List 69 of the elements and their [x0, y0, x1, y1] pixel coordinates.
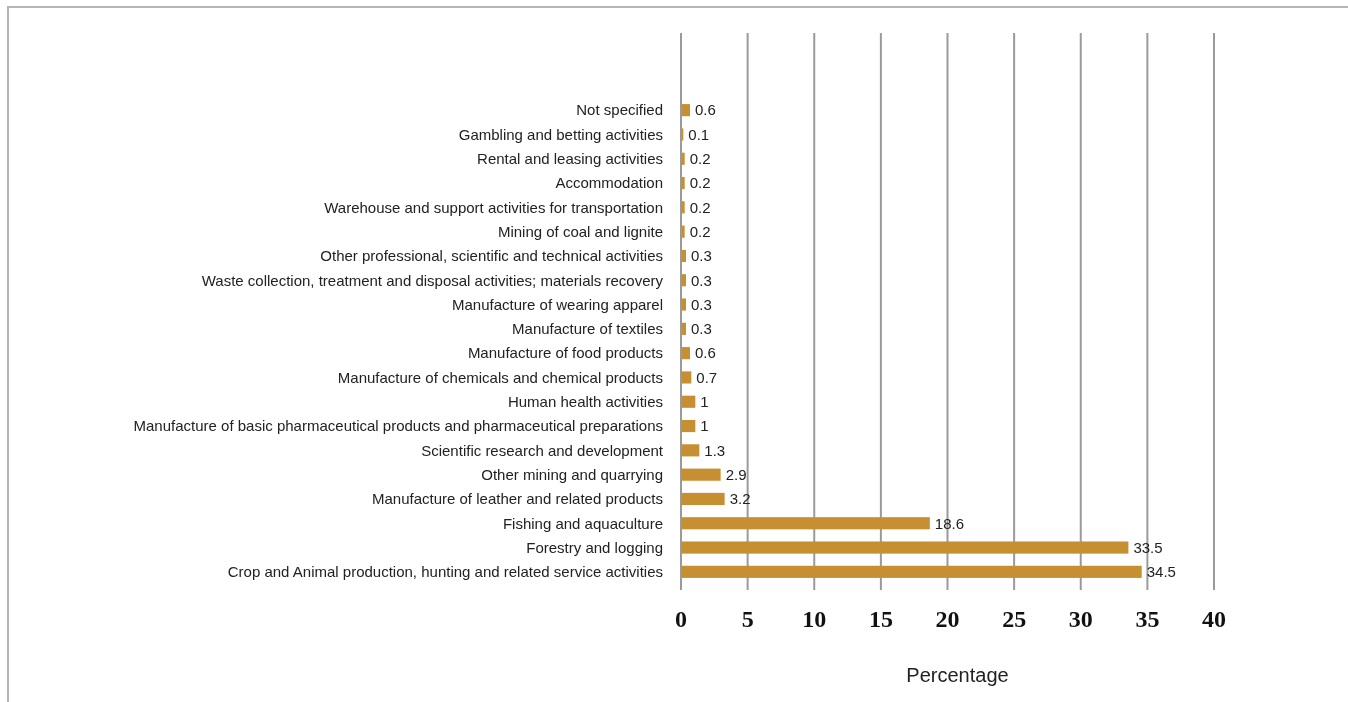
data-label: 3.2: [729, 490, 751, 508]
bar: [682, 201, 685, 214]
bar: [682, 152, 685, 165]
bar: [682, 565, 1142, 578]
y-tick-label: Gambling and betting activities: [458, 125, 663, 143]
bar: [682, 541, 1129, 554]
x-tick-label: 5: [741, 606, 754, 632]
x-tick-label: 35: [1135, 606, 1160, 632]
y-tick-label: Manufacture of chemicals and chemical products: [337, 368, 663, 386]
bar: [682, 347, 690, 360]
data-label: 1.3: [704, 441, 726, 459]
bar: [682, 517, 930, 530]
data-label: 18.6: [934, 514, 965, 532]
x-tick-label: 10: [802, 606, 827, 632]
y-tick-label: Waste collection, treatment and disposal activities; materials recovery: [201, 271, 664, 289]
data-label: 0.3: [691, 271, 712, 289]
data-label: 0.2: [689, 150, 711, 167]
data-label: 1: [700, 417, 709, 435]
data-label: 0.2: [689, 222, 711, 240]
bar: [682, 419, 696, 433]
y-tick-label: Other mining and quarrying: [481, 465, 663, 483]
y-tick-label: Manufacture of wearing apparel: [452, 295, 663, 313]
x-tick-label: 30: [1068, 606, 1093, 632]
bar: [682, 249, 686, 263]
data-label: 0.6: [694, 344, 716, 362]
y-tick-label: Manufacture of leather and related products: [371, 490, 663, 508]
bar: [682, 371, 692, 384]
data-label: 34.5: [1146, 563, 1176, 581]
data-label: 1: [700, 393, 709, 410]
x-axis-title: Percentage: [906, 664, 1009, 686]
y-tick-label: Manufacture of basic pharmaceutical products and pharmaceutical preparations: [133, 417, 663, 435]
bar: [682, 395, 696, 408]
data-label: 33.5: [1133, 538, 1163, 556]
y-tick-label: Forestry and logging: [526, 538, 663, 556]
data-label: 0.3: [691, 247, 712, 265]
bar: [682, 444, 700, 457]
data-label: 0.2: [689, 174, 711, 192]
y-tick-label: Not specified: [576, 101, 663, 119]
data-label: 0.6: [694, 101, 716, 119]
y-tick-label: Human health activities: [507, 393, 663, 410]
bar: [682, 225, 685, 238]
x-tick-label: 0: [675, 606, 687, 632]
bar: [682, 468, 721, 481]
data-label: 2.9: [725, 465, 747, 483]
y-tick-label: Manufacture of food products: [467, 344, 663, 362]
data-label: 0.7: [696, 368, 718, 386]
y-tick-label: Rental and leasing activities: [477, 150, 663, 167]
y-tick-label: Warehouse and support activities for transportation: [324, 198, 663, 216]
x-tick-label: 25: [1002, 606, 1027, 632]
y-tick-label: Crop and Animal production, hunting and related service activities: [227, 563, 663, 581]
bar: [682, 176, 685, 190]
data-label: 0.2: [689, 198, 711, 216]
x-tick-label: 40: [1202, 606, 1226, 632]
bar: [682, 274, 686, 287]
data-label: 0.3: [691, 320, 712, 338]
y-tick-label: Fishing and aquaculture: [502, 514, 663, 532]
data-label: 0.3: [691, 295, 712, 313]
y-tick-label: Scientific research and development: [421, 441, 664, 459]
bar: [682, 492, 725, 506]
x-tick-label: 15: [868, 606, 893, 632]
data-label: 0.1: [688, 125, 710, 143]
bar: [682, 322, 686, 335]
y-tick-label: Other professional, scientific and technical activities: [320, 247, 663, 265]
x-tick-label: 20: [935, 606, 960, 632]
y-tick-label: Manufacture of textiles: [512, 320, 663, 338]
y-tick-label: Accommodation: [555, 174, 663, 192]
bar: [682, 298, 686, 311]
y-tick-label: Mining of coal and lignite: [497, 222, 663, 240]
bar: [682, 104, 690, 117]
